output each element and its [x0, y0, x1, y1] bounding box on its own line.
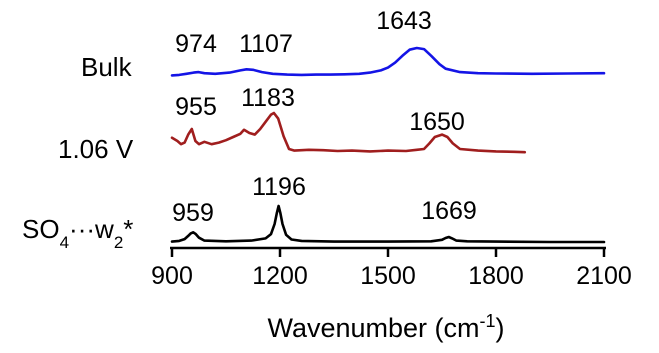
peak-label-calc-1669: 1669	[421, 197, 477, 225]
peak-label-calc-1196: 1196	[252, 173, 306, 201]
peak-annotations: 974 1107 1643 955 1183 1650 959 1196 166…	[172, 7, 477, 227]
x-tick-label-1200: 1200	[252, 262, 308, 290]
peak-label-voltage-1183: 1183	[241, 84, 295, 112]
peak-label-voltage-1650: 1650	[409, 108, 465, 136]
peak-label-calc-959: 959	[172, 199, 214, 227]
series-labels: Bulk 1.06 V SO4···w2*	[22, 52, 134, 252]
x-axis: 900 1200 1500 1800 2100 Wavenumber (cm-1)	[151, 246, 632, 343]
x-axis-title: Wavenumber (cm-1)	[267, 311, 504, 343]
series-label-voltage: 1.06 V	[58, 134, 134, 164]
voltage-spectrum-line	[170, 111, 527, 154]
x-axis-ticks: 900 1200 1500 1800 2100	[151, 248, 632, 290]
bulk-spectrum-line	[170, 46, 606, 77]
peak-label-voltage-955: 955	[175, 93, 217, 121]
series-label-calculated: SO4···w2*	[22, 214, 133, 252]
x-tick-label-900: 900	[151, 262, 193, 290]
calculated-spectrum-line	[170, 204, 606, 244]
peak-label-bulk-974: 974	[175, 30, 217, 58]
peak-label-bulk-1107: 1107	[239, 30, 293, 58]
peak-label-bulk-1643: 1643	[376, 7, 432, 35]
x-tick-label-2100: 2100	[576, 262, 632, 290]
series-label-bulk: Bulk	[81, 52, 133, 82]
x-tick-label-1800: 1800	[468, 262, 524, 290]
x-tick-label-1500: 1500	[360, 262, 416, 290]
plot-area	[170, 46, 606, 244]
